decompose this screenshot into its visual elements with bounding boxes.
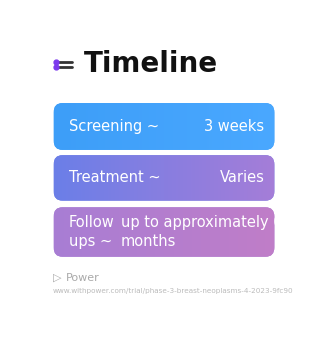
FancyBboxPatch shape [54, 207, 274, 257]
Text: ▷: ▷ [53, 273, 62, 283]
FancyBboxPatch shape [54, 155, 274, 201]
Text: Treatment ~: Treatment ~ [68, 170, 160, 185]
Text: Follow
ups ~: Follow ups ~ [68, 215, 114, 249]
Text: up to approximately 60
months: up to approximately 60 months [121, 215, 292, 249]
FancyBboxPatch shape [54, 103, 274, 150]
Text: Power: Power [66, 273, 100, 283]
Text: www.withpower.com/trial/phase-3-breast-neoplasms-4-2023-9fc90: www.withpower.com/trial/phase-3-breast-n… [52, 288, 293, 295]
Text: 3 weeks: 3 weeks [204, 119, 264, 134]
Text: Varies: Varies [220, 170, 264, 185]
Text: Screening ~: Screening ~ [68, 119, 159, 134]
Text: Timeline: Timeline [84, 50, 218, 78]
